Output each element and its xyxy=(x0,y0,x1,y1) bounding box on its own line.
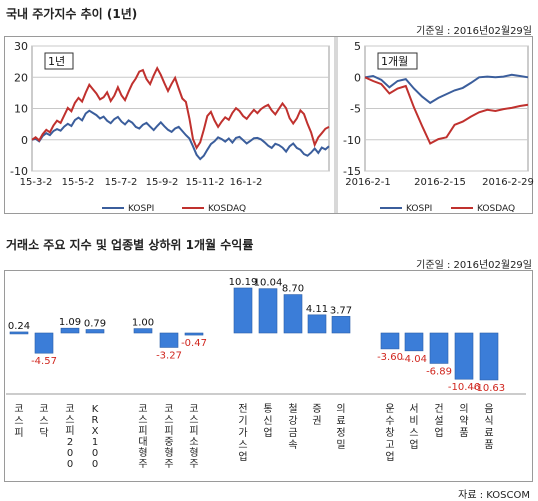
series-line-kosdaq xyxy=(31,66,330,151)
bar xyxy=(429,332,449,364)
bar-value-label: 3.77 xyxy=(330,305,352,316)
y-tick-label: 0 xyxy=(354,71,361,84)
one-year-line-chart: -10 0 10 20 30 1년 15-3-2 15-5-2 15-7-2 15-9-2 15-1… xyxy=(10,40,330,214)
bar xyxy=(380,332,400,350)
bar xyxy=(233,287,253,334)
bar-value-label: -4.04 xyxy=(401,354,427,365)
y-tick-label: -10 xyxy=(10,165,28,178)
series-line-kospi xyxy=(31,109,330,161)
chart-period-tag-box xyxy=(44,52,74,70)
y-tick-label: 20 xyxy=(14,71,28,84)
legend-label-kospi: KOSPI xyxy=(128,204,154,214)
index-trend-panel xyxy=(4,36,533,214)
bar xyxy=(307,314,327,334)
panel-divider xyxy=(334,37,338,213)
y-tick-label: 0 xyxy=(21,134,28,147)
x-tick-label: 15-3-2 xyxy=(20,177,53,188)
bar-value-label: -10.63 xyxy=(473,383,505,394)
bar xyxy=(479,332,499,381)
bar-value-label: 0.24 xyxy=(8,321,30,332)
bar xyxy=(454,332,474,380)
bar-value-label: -10.46 xyxy=(448,382,480,393)
one-month-line-chart: -15 -10 -5 0 5 1개월 2016-2-1 2016-2-15 2016-2-29 K… xyxy=(343,40,534,214)
bar-value-label: 0.79 xyxy=(84,319,106,330)
bar-value-label: 8.70 xyxy=(282,284,304,295)
bar xyxy=(404,332,424,352)
x-tick-label: 15-7-2 xyxy=(105,177,138,188)
x-tick-label: 2016-2-1 xyxy=(345,177,390,188)
y-tick-label: 5 xyxy=(354,40,361,53)
bar xyxy=(34,332,54,354)
legend-label-kospi: KOSPI xyxy=(406,204,432,214)
series-line-kosdaq xyxy=(364,76,529,145)
legend-label-kosdaq: KOSDAQ xyxy=(208,204,246,214)
bar xyxy=(60,327,80,334)
series-line-kospi xyxy=(364,73,529,105)
source-note: 자료 : KOSCOM xyxy=(458,490,530,501)
section1-date: 기준일 : 2016년02월29일 xyxy=(416,26,532,37)
bar-value-label: -6.89 xyxy=(426,366,452,377)
section2-date: 기준일 : 2016년02월29일 xyxy=(416,260,532,271)
chart-period-tag-box xyxy=(377,52,418,70)
x-tick-label: 15-5-2 xyxy=(62,177,95,188)
x-tick-label: 16-1-2 xyxy=(230,177,263,188)
chart-period-tag: 1개월 xyxy=(381,55,408,68)
y-tick-label: -5 xyxy=(350,103,361,116)
bar xyxy=(133,328,153,334)
returns-bar-chart: 0.24 코 스 피 -4.57 코 스 닥 1.09 코 스 피 2 0 0 0.79 K R X 1 0 0 1.00 코… xyxy=(6,277,526,470)
bar xyxy=(283,294,303,334)
bar xyxy=(184,332,204,336)
bar-value-label: 1.00 xyxy=(132,318,154,329)
bar xyxy=(258,288,278,334)
bar xyxy=(331,316,351,334)
bar-value-label: -3.60 xyxy=(377,352,403,363)
x-tick-label: 2016-2-15 xyxy=(414,177,466,188)
returns-bar-panel xyxy=(4,270,533,482)
bar-value-label: 10.19 xyxy=(229,277,258,288)
bar xyxy=(9,331,29,335)
y-tick-label: -10 xyxy=(343,134,361,147)
y-tick-label: -15 xyxy=(343,165,361,178)
y-tick-label: 10 xyxy=(14,103,28,116)
legend-label-kosdaq: KOSDAQ xyxy=(477,204,515,214)
bar xyxy=(159,332,179,348)
section2-title: 거래소 주요 지수 및 업종별 상하위 1개월 수익률 xyxy=(6,238,254,252)
bar xyxy=(85,329,105,334)
bar-value-label: -3.27 xyxy=(156,350,182,361)
x-tick-label: 2016-2-29 xyxy=(482,177,534,188)
x-tick-label: 15-9-2 xyxy=(146,177,179,188)
bar-value-label: -4.57 xyxy=(31,356,57,367)
bar-value-label: 4.11 xyxy=(306,304,328,315)
section1-title: 국내 주가지수 추이 (1년) xyxy=(6,7,138,21)
y-tick-label: 30 xyxy=(14,40,28,53)
x-tick-label: 15-11-2 xyxy=(185,177,224,188)
chart-period-tag: 1년 xyxy=(48,55,65,68)
bar-value-label: -0.47 xyxy=(181,338,207,349)
bar-value-label: 10.04 xyxy=(254,278,283,289)
bar-value-label: 1.09 xyxy=(59,317,81,328)
